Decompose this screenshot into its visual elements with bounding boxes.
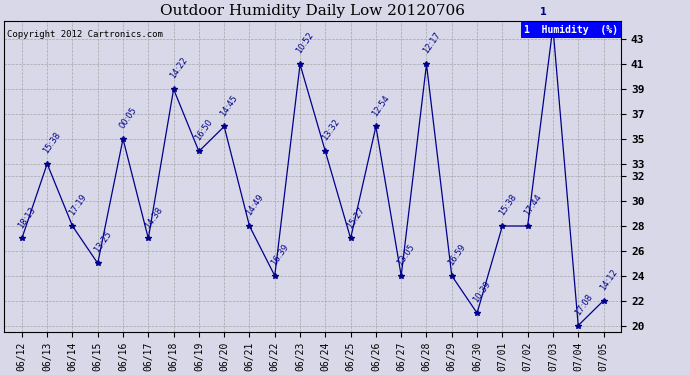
Text: 15:38: 15:38: [42, 130, 63, 155]
Text: 13:25: 13:25: [92, 230, 113, 255]
Text: 16:50: 16:50: [193, 118, 215, 142]
Text: 12:54: 12:54: [371, 93, 391, 118]
Text: 15:27: 15:27: [345, 205, 366, 230]
Text: 15:38: 15:38: [497, 192, 518, 217]
Text: 14:38: 14:38: [143, 205, 164, 230]
Title: Outdoor Humidity Daily Low 20120706: Outdoor Humidity Daily Low 20120706: [160, 4, 465, 18]
Text: 13:32: 13:32: [320, 118, 341, 142]
Text: 16:39: 16:39: [269, 242, 290, 267]
Text: 00:05: 00:05: [118, 106, 139, 130]
Text: Copyright 2012 Cartronics.com: Copyright 2012 Cartronics.com: [8, 30, 163, 39]
Text: 17:08: 17:08: [573, 292, 594, 317]
Text: 17:44: 17:44: [522, 193, 543, 217]
Text: 10:39: 10:39: [472, 280, 493, 304]
Text: 14:45: 14:45: [219, 93, 240, 118]
Text: 18:13: 18:13: [17, 205, 38, 230]
Text: 1: 1: [540, 7, 546, 17]
Text: 16:59: 16:59: [446, 242, 468, 267]
Text: 14:22: 14:22: [168, 56, 189, 80]
Text: 14:12: 14:12: [598, 267, 619, 292]
Text: 10:52: 10:52: [295, 31, 316, 56]
Text: 1  Humidity  (%): 1 Humidity (%): [524, 26, 618, 35]
Text: 13:05: 13:05: [396, 242, 417, 267]
Text: 12:17: 12:17: [421, 31, 442, 56]
Text: 17:19: 17:19: [67, 193, 88, 217]
Text: 14:49: 14:49: [244, 193, 265, 217]
